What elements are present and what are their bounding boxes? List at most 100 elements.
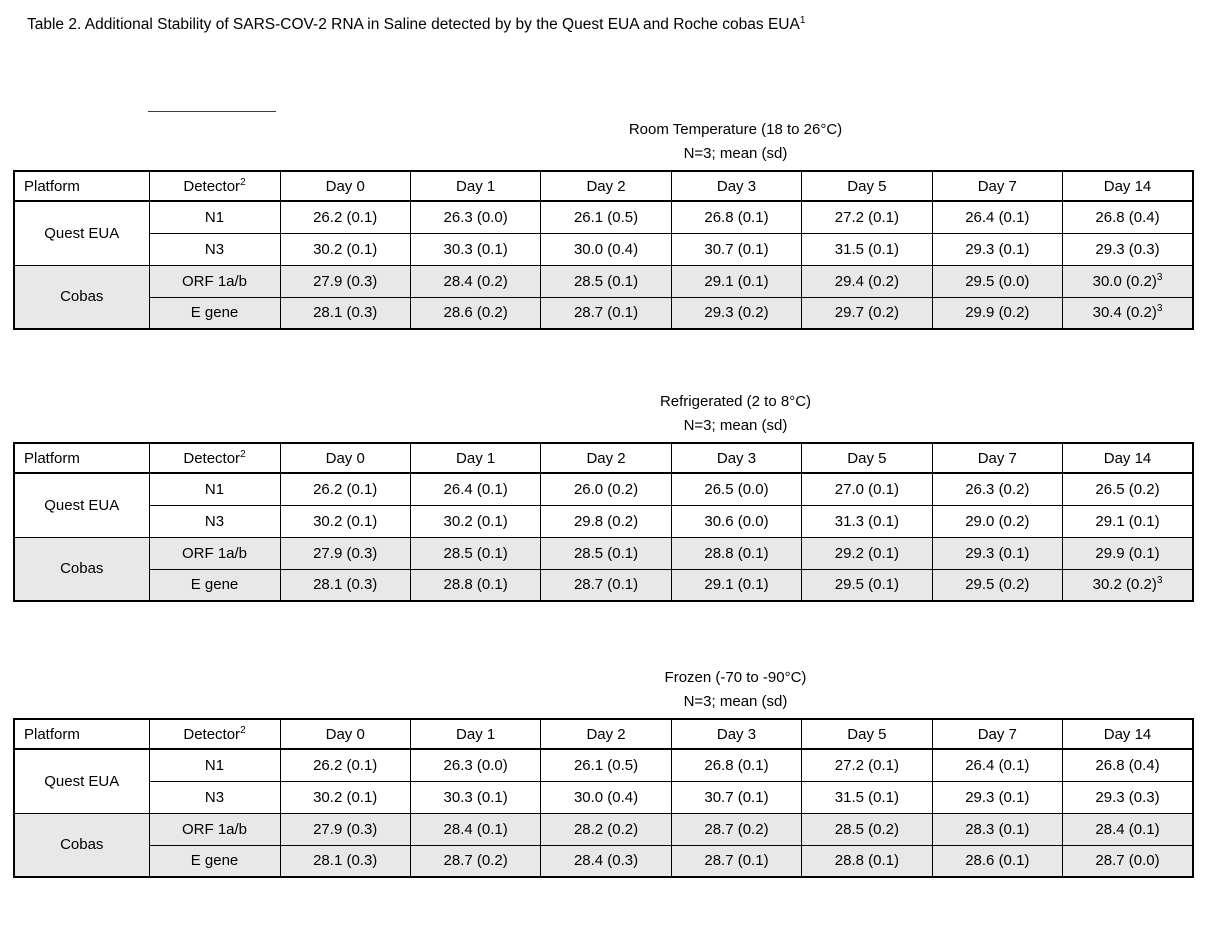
column-header: Day 3 xyxy=(670,718,803,750)
detector-cell: E gene xyxy=(148,844,281,878)
value-cell: 28.5 (0.1) xyxy=(540,536,672,570)
value-cell: 29.3 (0.3) xyxy=(1062,780,1194,814)
table-row: Cobas ORF 1a/b 27.9 (0.3) 28.5 (0.1) 28.5 (0… xyxy=(13,536,1194,602)
sample-size-heading: N=3; mean (sd) xyxy=(683,693,788,710)
value-cell: 28.8 (0.1) xyxy=(409,568,542,602)
value-cell: 30.7 (0.1) xyxy=(670,780,803,814)
value-cell: 29.5 (0.0) xyxy=(931,264,1064,298)
document-title: Table 2. Additional Stability of SARS-CO… xyxy=(27,14,806,33)
value-cell: 28.8 (0.1) xyxy=(670,536,803,570)
value-cell: 30.2 (0.2)3 xyxy=(1062,568,1194,602)
column-header: Day 7 xyxy=(931,442,1064,474)
table-header-row: Platform Detector2 Day 0 Day 1 Day 2 Day 3 Day… xyxy=(13,442,1194,474)
value-cell: 28.5 (0.2) xyxy=(801,812,933,846)
value-cell: 27.9 (0.3) xyxy=(279,812,411,846)
detector-cell: E gene xyxy=(148,568,281,602)
value-cell: 29.5 (0.1) xyxy=(801,568,933,602)
table-row: Quest EUA N1 26.2 (0.1) 26.3 (0.0) 26.1 (0.5… xyxy=(13,200,1194,266)
detector-cell: ORF 1a/b xyxy=(148,536,281,570)
stability-table: Platform Detector2 Day 0 Day 1 Day 2 Day 3 Day… xyxy=(13,170,1194,330)
column-header: Day 5 xyxy=(801,442,933,474)
value-cell: 29.3 (0.3) xyxy=(1062,232,1194,266)
platform-cell: Cobas xyxy=(13,264,150,330)
value-cell: 26.2 (0.1) xyxy=(279,748,411,782)
value-cell: 28.1 (0.3) xyxy=(279,844,411,878)
column-header: Day 1 xyxy=(409,718,542,750)
detector-cell: N1 xyxy=(148,472,281,506)
value-cell: 30.3 (0.1) xyxy=(409,232,542,266)
superscript-footnote-marker: 1 xyxy=(799,14,806,26)
table-header-row: Platform Detector2 Day 0 Day 1 Day 2 Day 3 Day… xyxy=(13,170,1194,202)
value-cell: 29.3 (0.2) xyxy=(670,296,803,330)
superscript-footnote-marker: 3 xyxy=(1156,575,1163,587)
column-header: Platform xyxy=(13,170,150,202)
column-header: Day 5 xyxy=(801,170,933,202)
value-cell: 28.3 (0.1) xyxy=(931,812,1064,846)
value-cell: 28.8 (0.1) xyxy=(801,844,933,878)
table-row: N3 30.2 (0.1) 30.3 (0.1) 30.0 (0.4) 30.7 (0.… xyxy=(14,232,1194,266)
column-header: Day 3 xyxy=(670,442,803,474)
value-cell: 28.4 (0.3) xyxy=(540,844,672,878)
superscript-footnote-marker: 2 xyxy=(240,448,246,460)
platform-cell: Cobas xyxy=(13,536,150,602)
value-cell: 26.2 (0.1) xyxy=(279,472,411,506)
value-cell: 26.2 (0.1) xyxy=(279,200,411,234)
value-cell: 29.7 (0.2) xyxy=(801,296,933,330)
column-header: Day 0 xyxy=(279,718,411,750)
value-cell: 28.5 (0.1) xyxy=(409,536,542,570)
column-header: Day 1 xyxy=(409,170,542,202)
column-header: Day 2 xyxy=(540,718,672,750)
value-cell: 26.3 (0.2) xyxy=(931,472,1064,506)
value-cell: 30.0 (0.2)3 xyxy=(1062,264,1194,298)
tables-container: Room Temperature (18 to 26°C) N=3; mean (… xyxy=(13,118,1194,878)
value-cell: 30.3 (0.1) xyxy=(409,780,542,814)
column-header: Day 2 xyxy=(540,442,672,474)
stability-table: Platform Detector2 Day 0 Day 1 Day 2 Day 3 Day… xyxy=(13,718,1194,878)
value-cell: 30.0 (0.4) xyxy=(540,780,672,814)
column-header: Platform xyxy=(13,442,150,474)
table-row: Quest EUA N1 26.2 (0.1) 26.3 (0.0) 26.1 (0.5… xyxy=(13,748,1194,814)
sample-size-heading: N=3; mean (sd) xyxy=(683,145,788,162)
value-cell: 26.4 (0.1) xyxy=(409,472,542,506)
platform-cell: Quest EUA xyxy=(13,748,150,814)
value-cell: 28.7 (0.0) xyxy=(1062,844,1194,878)
value-cell: 31.5 (0.1) xyxy=(801,232,933,266)
detector-cell: N1 xyxy=(148,200,281,234)
value-cell: 30.4 (0.2)3 xyxy=(1062,296,1194,330)
value-cell: 26.3 (0.0) xyxy=(409,748,542,782)
column-header: Day 1 xyxy=(409,442,542,474)
detector-cell: ORF 1a/b xyxy=(148,812,281,846)
value-cell: 30.2 (0.1) xyxy=(279,504,411,538)
value-cell: 28.6 (0.2) xyxy=(409,296,542,330)
value-cell: 30.0 (0.4) xyxy=(540,232,672,266)
stability-table-section: Frozen (-70 to -90°C) N=3; mean (sd) Platf… xyxy=(13,666,1194,878)
column-header: Day 14 xyxy=(1062,170,1194,202)
value-cell: 27.9 (0.3) xyxy=(279,536,411,570)
value-cell: 28.7 (0.2) xyxy=(670,812,803,846)
value-cell: 28.1 (0.3) xyxy=(279,568,411,602)
detector-cell: E gene xyxy=(148,296,281,330)
value-cell: 28.7 (0.1) xyxy=(540,568,672,602)
value-cell: 26.8 (0.1) xyxy=(670,748,803,782)
column-header: Day 7 xyxy=(931,718,1064,750)
column-header: Day 5 xyxy=(801,718,933,750)
column-header: Day 14 xyxy=(1062,718,1194,750)
value-cell: 28.7 (0.2) xyxy=(409,844,542,878)
value-cell: 30.2 (0.1) xyxy=(279,780,411,814)
value-cell: 27.2 (0.1) xyxy=(801,748,933,782)
value-cell: 30.6 (0.0) xyxy=(670,504,803,538)
value-cell: 31.5 (0.1) xyxy=(801,780,933,814)
column-header: Platform xyxy=(13,718,150,750)
value-cell: 29.3 (0.1) xyxy=(931,232,1064,266)
stability-table: Platform Detector2 Day 0 Day 1 Day 2 Day 3 Day… xyxy=(13,442,1194,602)
condition-heading: Refrigerated (2 to 8°C) xyxy=(659,393,812,410)
column-header: Detector2 xyxy=(148,170,281,202)
value-cell: 27.0 (0.1) xyxy=(801,472,933,506)
column-header: Day 14 xyxy=(1062,442,1194,474)
value-cell: 29.9 (0.2) xyxy=(931,296,1064,330)
condition-heading: Frozen (-70 to -90°C) xyxy=(664,669,807,686)
value-cell: 29.9 (0.1) xyxy=(1062,536,1194,570)
value-cell: 31.3 (0.1) xyxy=(801,504,933,538)
column-header: Day 3 xyxy=(670,170,803,202)
column-header: Day 2 xyxy=(540,170,672,202)
